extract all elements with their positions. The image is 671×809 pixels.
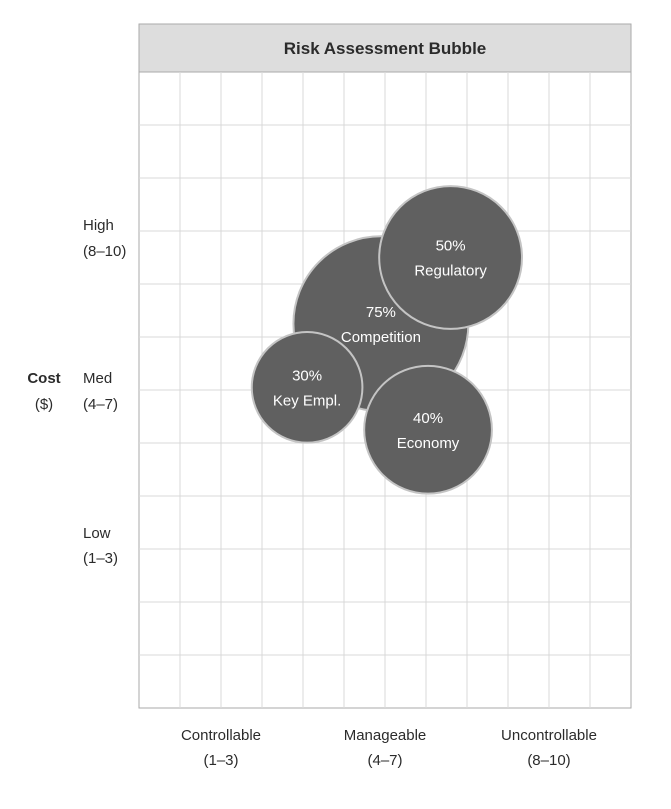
bubble-economy: [363, 364, 493, 495]
bubble-percent-label: 50%: [436, 238, 466, 255]
y-axis-title-unit: ($): [35, 396, 53, 413]
bubble-percent-label: 40%: [413, 410, 443, 427]
y-group-range-med: (4–7): [83, 396, 118, 413]
x-group-range-manageable: (4–7): [367, 752, 402, 769]
bubble-regulatory: [378, 185, 524, 330]
bubbles: 75% Competition 50% Regulatory 30% Key Empl. 4…: [250, 185, 524, 495]
x-group-range-uncontrollable: (8–10): [527, 752, 570, 769]
y-group-range-high: (8–10): [83, 243, 126, 260]
x-group-label-uncontrollable: Uncontrollable: [501, 727, 597, 744]
y-axis-title: Cost: [27, 370, 60, 387]
y-group-label-high: High: [83, 217, 114, 234]
bubble-percent-label: 75%: [366, 304, 396, 321]
bubble-name-label: Economy: [397, 435, 460, 452]
bubble-name-label: Regulatory: [414, 263, 487, 280]
y-group-label-med: Med: [83, 370, 112, 387]
bubble-name-label: Competition: [341, 329, 421, 346]
x-group-range-controllable: (1–3): [203, 752, 238, 769]
chart-title: Risk Assessment Bubble: [284, 39, 487, 58]
bubble-percent-label: 30%: [292, 367, 322, 384]
x-group-label-controllable: Controllable: [181, 727, 261, 744]
y-group-label-low: Low: [83, 525, 111, 542]
bubble-key-empl: [250, 331, 364, 444]
bubble-name-label: Key Empl.: [273, 392, 341, 409]
title-bar: [138, 23, 632, 73]
y-group-range-low: (1–3): [83, 550, 118, 567]
x-group-label-manageable: Manageable: [344, 727, 427, 744]
